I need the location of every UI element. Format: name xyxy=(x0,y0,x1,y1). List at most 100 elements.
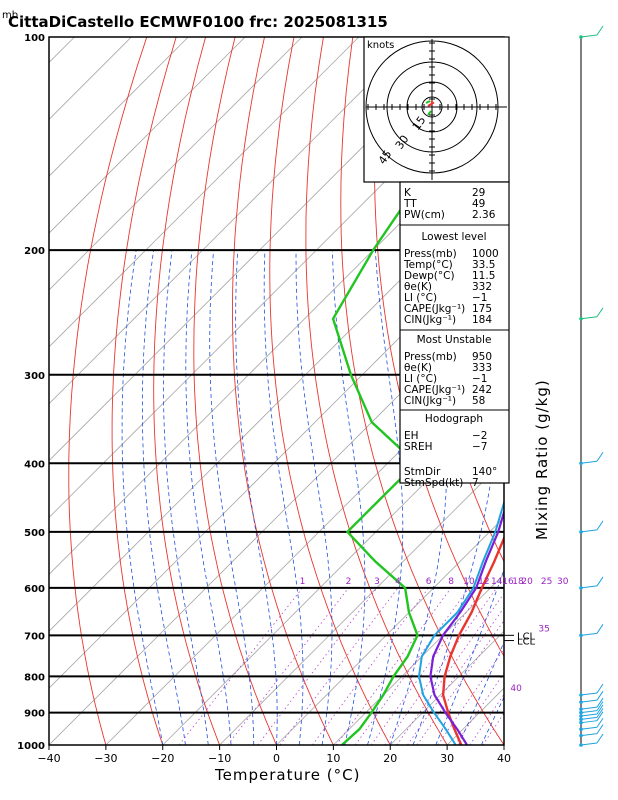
isotherm-line xyxy=(162,403,504,745)
isotherm-line xyxy=(219,460,504,745)
x-tick-label: −30 xyxy=(94,752,117,765)
dry-adiabat xyxy=(374,37,504,658)
isotherm-line xyxy=(49,37,189,177)
isotherm-line xyxy=(49,37,473,462)
moist-adiabat xyxy=(209,250,255,745)
pressure-tick-label: 500 xyxy=(24,528,45,539)
x-tick-label: −40 xyxy=(37,752,60,765)
pressure-tick-label: 400 xyxy=(24,459,45,470)
wind-barb-flag xyxy=(596,701,604,711)
lowest-level-row-value: 1000 xyxy=(472,248,499,260)
index-row-value: 2.36 xyxy=(472,209,496,221)
x-tick-label: 0 xyxy=(273,752,280,765)
wind-barb-shaft xyxy=(580,692,598,696)
mixing-ratio-label: 40 xyxy=(510,684,522,694)
mixing-ratio-line xyxy=(437,648,504,745)
dewpoint-profile xyxy=(331,48,504,745)
moist-adiabat xyxy=(141,250,186,745)
dry-adiabat xyxy=(305,37,448,745)
hodograph-box-row-label: StmSpd(kt) xyxy=(404,477,463,489)
isotherm-line xyxy=(49,37,360,348)
hodograph-box-row-value: 140° xyxy=(472,466,497,478)
wind-barb-shaft xyxy=(580,706,598,710)
lowest-level-row-label: CIN(Jkg⁻¹) xyxy=(404,314,456,326)
wind-barb-flag xyxy=(596,520,604,531)
hodograph-trace xyxy=(427,100,435,107)
lowest-level-row-label: Press(mb) xyxy=(404,248,457,260)
x-axis-label: Temperature (°C) xyxy=(214,766,360,784)
pressure-unit: mb xyxy=(2,10,18,21)
lowest-level-row-label: LI (°C) xyxy=(404,292,437,304)
lcl-label: LCL xyxy=(517,631,536,642)
virtual_temperature-profile xyxy=(418,499,504,745)
most-unstable-row-value: 58 xyxy=(472,395,485,407)
dry-adiabat xyxy=(111,37,177,745)
pressure-tick-label: 200 xyxy=(24,246,45,257)
wind-barb-flag xyxy=(596,704,604,715)
most-unstable-row-value: 242 xyxy=(472,384,492,396)
wind-barb-flag xyxy=(596,576,604,587)
wind-barb-shaft xyxy=(580,699,598,703)
plot-curves xyxy=(331,48,504,745)
chart-title: CittaDiCastello ECMWF0100 frc: 202508131… xyxy=(8,13,388,31)
x-tick-label: −20 xyxy=(151,752,174,765)
index-row-label: TT xyxy=(403,198,417,210)
hodograph-box-row-label: EH xyxy=(404,430,419,442)
lcl-label: LCL xyxy=(517,637,536,648)
wind-barb-shaft xyxy=(580,34,598,38)
dry-adiabat xyxy=(559,37,618,745)
mixing-ratio-label: 35 xyxy=(538,624,549,634)
wind-barb-flag xyxy=(596,683,604,694)
moist-adiabat xyxy=(295,250,333,745)
most-unstable-row-value: −1 xyxy=(472,373,487,385)
indices-table: K 29 TT 49 PW(cm) 2.36 Lowest level Press(mb) 10… xyxy=(399,181,510,489)
most-unstable-row-value: 950 xyxy=(472,351,492,363)
mixing-ratio-line xyxy=(384,587,498,745)
wind-barb-flag xyxy=(596,733,604,744)
wind-barb-flag xyxy=(596,451,604,462)
wind-barb-shaft xyxy=(580,316,598,320)
lowest-level-row-label: Dewp(°C) xyxy=(404,270,455,282)
most-unstable-row-label: θe(K) xyxy=(404,362,432,374)
mixing-ratio-label: 14 xyxy=(491,577,503,587)
wind-barb-flag xyxy=(596,624,604,634)
wind-barb-flag xyxy=(596,717,604,728)
mixing-ratio-line xyxy=(312,587,429,745)
index-row-label: PW(cm) xyxy=(404,209,445,221)
wind-barb-shaft xyxy=(580,710,598,714)
dry-adiabat xyxy=(269,37,391,745)
x-tick-label: 40 xyxy=(497,752,511,765)
wind-barb-shaft xyxy=(580,585,598,589)
mixing-ratio-line xyxy=(407,606,504,745)
wind-barb-flag xyxy=(596,307,604,318)
mixing-ratio-label: 25 xyxy=(541,577,552,587)
dry-adiabat xyxy=(68,37,148,745)
lowest-level-row-value: 184 xyxy=(472,314,492,326)
most-unstable-row-value: 333 xyxy=(472,362,492,374)
pressure-tick-label: 600 xyxy=(24,584,45,595)
most-unstable-row-label: Press(mb) xyxy=(404,351,457,363)
x-tick-label: 20 xyxy=(383,752,397,765)
wind-barb-flag xyxy=(596,724,604,734)
x-tick-label: −10 xyxy=(208,752,231,765)
most-unstable-row-label: CAPE(Jkg⁻¹) xyxy=(404,384,465,396)
isotherm-line xyxy=(49,37,303,291)
wind-barb-shaft xyxy=(580,726,598,730)
wind-barb-flag xyxy=(596,711,604,721)
mixing-ratio-label: 1 xyxy=(300,577,306,587)
temperature-profile xyxy=(441,535,504,745)
hodograph-panel: knots 15 30 45 xyxy=(363,36,510,183)
mixing-ratio-label: 12 xyxy=(478,577,489,587)
dry-adiabat xyxy=(588,37,618,745)
hodograph-units: knots xyxy=(367,40,394,51)
hodograph-box-row-value: −2 xyxy=(472,430,487,442)
mixing-ratio-line xyxy=(335,587,452,745)
mixing-ratio-label: 8 xyxy=(448,577,454,587)
pressure-tick-label: 800 xyxy=(24,672,45,683)
mixing-ratio-label: 6 xyxy=(426,577,432,587)
wind-barb-flag xyxy=(596,708,604,718)
pressure-tick-label: 100 xyxy=(24,33,45,44)
wind-barb-shaft xyxy=(580,742,598,746)
